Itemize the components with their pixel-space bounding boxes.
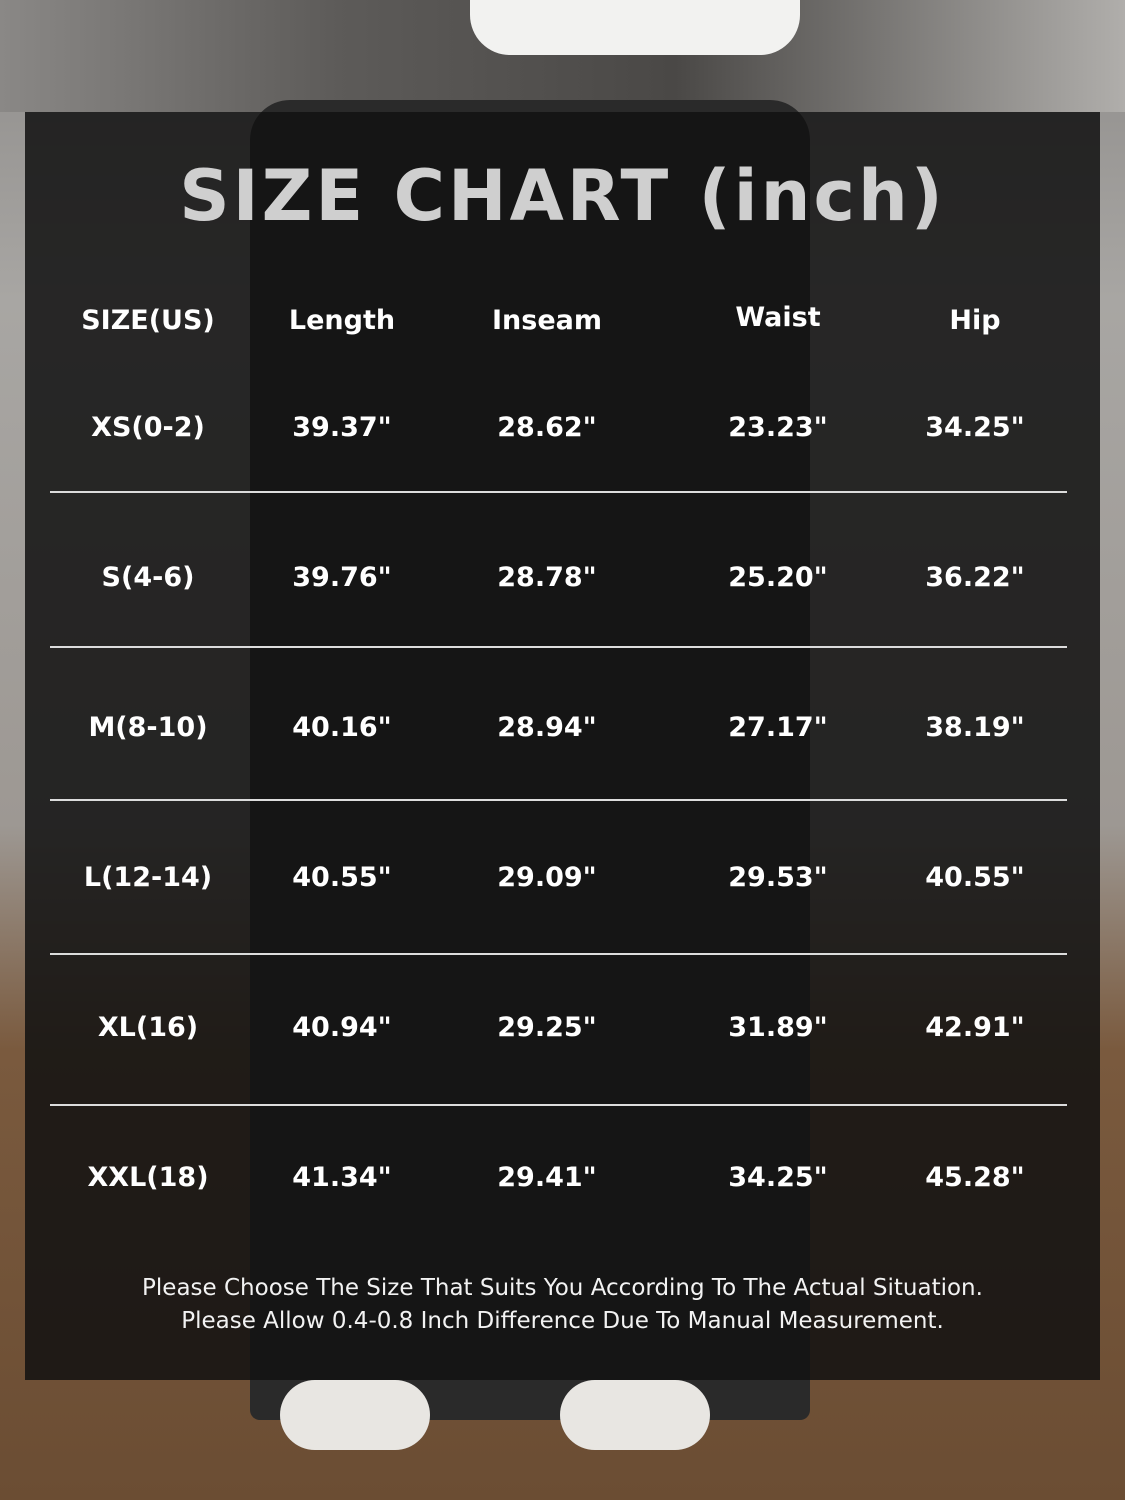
- right-shoe: [560, 1380, 710, 1450]
- size-label: XXL(18): [87, 1162, 209, 1193]
- size-chart-panel: [25, 112, 1100, 1380]
- measurement-cell: 40.55": [925, 862, 1025, 893]
- column-header: Waist: [735, 302, 821, 333]
- chart-title: SIZE CHART (inch): [179, 155, 946, 237]
- measurement-cell: 34.25": [925, 412, 1025, 443]
- measurement-cell: 42.91": [925, 1012, 1025, 1043]
- column-header: SIZE(US): [81, 305, 215, 336]
- note-line-2: Please Allow 0.4-0.8 Inch Difference Due…: [181, 1308, 944, 1334]
- measurement-cell: 36.22": [925, 562, 1025, 593]
- measurement-cell: 29.25": [497, 1012, 597, 1043]
- column-header: Length: [288, 305, 396, 336]
- model-top: [470, 0, 800, 55]
- measurement-cell: 41.34": [292, 1162, 392, 1193]
- measurement-cell: 34.25": [728, 1162, 828, 1193]
- measurement-cell: 23.23": [728, 412, 828, 443]
- measurement-cell: 45.28": [925, 1162, 1025, 1193]
- measurement-cell: 31.89": [728, 1012, 828, 1043]
- row-divider: [50, 646, 1067, 648]
- measurement-cell: 25.20": [728, 562, 828, 593]
- measurement-cell: 28.94": [497, 712, 597, 743]
- measurement-cell: 27.17": [728, 712, 828, 743]
- measurement-cell: 38.19": [925, 712, 1025, 743]
- row-divider: [50, 1104, 1067, 1106]
- size-label: XL(16): [97, 1012, 199, 1043]
- measurement-cell: 39.76": [292, 562, 392, 593]
- size-label: XS(0-2): [91, 412, 205, 443]
- measurement-cell: 29.53": [728, 862, 828, 893]
- measurement-cell: 40.94": [292, 1012, 392, 1043]
- measurement-cell: 40.55": [292, 862, 392, 893]
- measurement-cell: 39.37": [292, 412, 392, 443]
- note-line-1: Please Choose The Size That Suits You Ac…: [142, 1275, 983, 1301]
- column-header: Hip: [949, 305, 1001, 336]
- row-divider: [50, 953, 1067, 955]
- measurement-cell: 28.62": [497, 412, 597, 443]
- row-divider: [50, 491, 1067, 493]
- size-label: M(8-10): [88, 712, 208, 743]
- measurement-cell: 29.41": [497, 1162, 597, 1193]
- size-label: S(4-6): [101, 562, 195, 593]
- measurement-cell: 29.09": [497, 862, 597, 893]
- left-shoe: [280, 1380, 430, 1450]
- measurement-cell: 28.78": [497, 562, 597, 593]
- measurement-cell: 40.16": [292, 712, 392, 743]
- row-divider: [50, 799, 1067, 801]
- column-header: Inseam: [491, 305, 602, 336]
- size-label: L(12-14): [83, 862, 213, 893]
